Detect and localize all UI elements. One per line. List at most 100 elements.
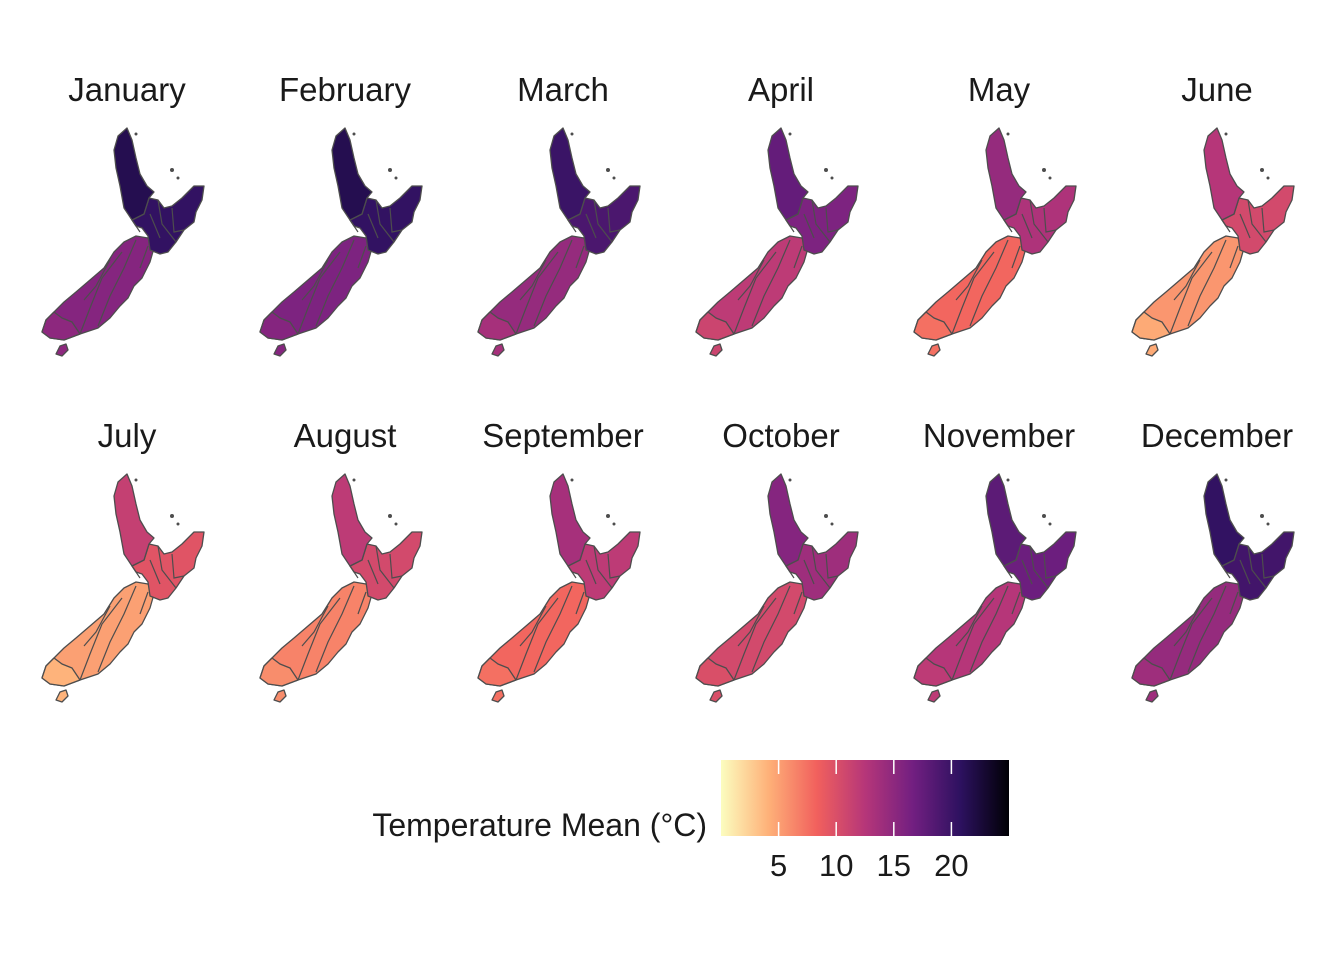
map-panel-march [477,127,641,357]
offshore-island [1006,132,1010,136]
panel-title: December [1141,417,1293,454]
offshore-island [1048,522,1052,526]
region-boundaries [515,545,621,681]
legend-tick-label: 15 [877,848,911,883]
region-boundaries [515,199,621,335]
north-island-region [131,185,205,255]
panel-title: February [279,71,412,108]
southland-region [477,657,517,687]
north-island-region [1221,185,1295,255]
offshore-island [830,522,834,526]
stewart-island-region [927,689,941,703]
offshore-island [612,522,616,526]
northland-region [767,473,809,567]
panel-title: April [748,71,814,108]
offshore-island [394,522,398,526]
northland-region [331,127,373,221]
stewart-island-region [273,689,287,703]
north-island-region [567,185,641,255]
legend-colorbar [721,760,1009,836]
panel-title: July [98,417,157,454]
northland-region [549,127,591,221]
map-panel-october [695,473,859,703]
offshore-island [170,168,174,172]
region-boundaries [79,199,185,335]
offshore-island [1042,514,1046,518]
map-panel-june [1131,127,1295,357]
map-panel-january [41,127,205,357]
stewart-island-region [927,343,941,357]
offshore-island [1266,176,1270,180]
offshore-island [1048,176,1052,180]
southland-region [41,657,81,687]
stewart-island-region [273,343,287,357]
panel-title: August [294,417,397,454]
northland-region [767,127,809,221]
stewart-island-region [1145,343,1159,357]
offshore-island [394,176,398,180]
region-boundaries [951,199,1057,335]
color-legend: Temperature Mean (°C) 5 10 15 20 [372,760,1009,883]
offshore-island [824,514,828,518]
stewart-island-region [491,689,505,703]
offshore-island [170,514,174,518]
map-panel-may [913,127,1077,357]
panel-title: March [517,71,609,108]
north-island-region [785,185,859,255]
offshore-island [1042,168,1046,172]
north-island-region [131,531,205,601]
legend-tick-label: 5 [770,848,787,883]
offshore-island [1224,132,1228,136]
northland-region [549,473,591,567]
southland-region [259,657,299,687]
legend-ticks: 5 10 15 20 [770,760,969,883]
southland-region [1131,657,1171,687]
offshore-island [352,478,356,482]
map-panel-july [41,473,205,703]
region-boundaries [951,545,1057,681]
offshore-island [788,478,792,482]
north-island-region [785,531,859,601]
offshore-island [134,478,138,482]
offshore-island [134,132,138,136]
panel-title: November [923,417,1075,454]
offshore-island [830,176,834,180]
southland-region [41,311,81,341]
legend-title: Temperature Mean (°C) [372,807,707,843]
offshore-island [606,168,610,172]
southland-region [477,311,517,341]
north-island-region [567,531,641,601]
northland-region [113,127,155,221]
offshore-island [570,132,574,136]
northland-region [113,473,155,567]
southland-region [1131,311,1171,341]
map-panel-august [259,473,423,703]
offshore-island [1266,522,1270,526]
north-island-region [349,185,423,255]
panel-title: September [482,417,643,454]
northland-region [331,473,373,567]
stewart-island-region [491,343,505,357]
northland-region [985,127,1027,221]
offshore-island [606,514,610,518]
map-panel-december [1131,473,1295,703]
panel-title: October [722,417,839,454]
region-boundaries [1169,199,1275,335]
offshore-island [1006,478,1010,482]
offshore-island [1224,478,1228,482]
map-panel-november [913,473,1077,703]
panel-title: June [1181,71,1253,108]
panel-title: May [968,71,1031,108]
stewart-island-region [709,689,723,703]
north-island-region [1003,531,1077,601]
map-panels: January February March April May June July Augu… [41,71,1295,703]
offshore-island [352,132,356,136]
northland-region [1203,473,1245,567]
map-panel-february [259,127,423,357]
panel-title: January [68,71,186,108]
north-island-region [349,531,423,601]
region-boundaries [297,545,403,681]
offshore-island [388,168,392,172]
map-panel-april [695,127,859,357]
